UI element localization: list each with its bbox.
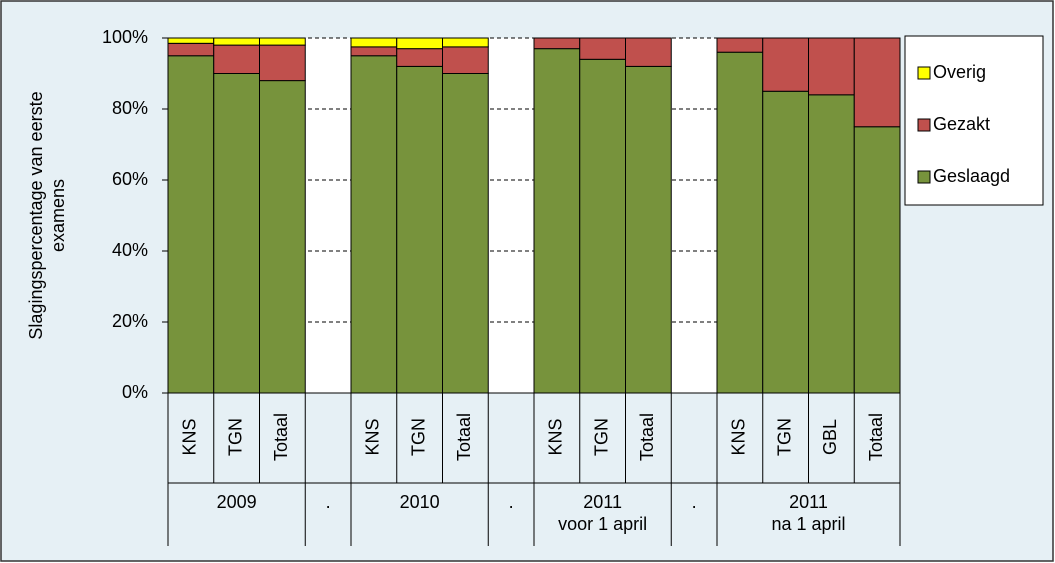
y-axis-title: Slagingspercentage van eerste examens (26, 91, 68, 339)
bar-segment (213, 37, 260, 46)
bar-segment (762, 90, 809, 394)
bar-segment (350, 37, 398, 48)
bar-segment (167, 42, 215, 57)
bar-segment (442, 37, 489, 48)
x-tick-label: TGN (774, 418, 794, 456)
group-label: 2011 (583, 492, 622, 512)
legend-swatch (917, 118, 931, 132)
bar-segment (259, 80, 306, 394)
bar-segment (716, 37, 764, 53)
x-tick-label: KNS (180, 418, 200, 455)
bar-segment (625, 37, 672, 67)
bar-segment (579, 37, 626, 60)
x-tick-label: Totaal (637, 413, 657, 461)
bar-segment (442, 73, 489, 394)
x-tick-label: KNS (729, 418, 749, 455)
bar-segment (259, 44, 306, 82)
legend-swatch (917, 66, 931, 80)
bar-segment (442, 46, 489, 74)
bar-segment (853, 37, 901, 128)
group-label: 2011 (789, 492, 828, 512)
bar-segment (853, 126, 901, 394)
y-tick-label: 100% (102, 27, 148, 47)
bar-segment (533, 37, 581, 50)
y-tick-label: 60% (112, 169, 148, 189)
bar-segment (213, 73, 260, 394)
group-label: . (509, 492, 514, 512)
x-tick-label: Totaal (454, 413, 474, 461)
bar-segment (350, 55, 398, 394)
bar-segment (716, 51, 764, 394)
group-label: na 1 april (771, 514, 845, 534)
bar-segment (808, 94, 855, 394)
legend-swatch (917, 170, 931, 184)
bar-segment (396, 65, 443, 394)
group-label: 2010 (400, 492, 440, 512)
legend-label: Gezakt (933, 114, 990, 134)
y-axis-title-line: Slagingspercentage van eerste (26, 91, 46, 339)
bar-segment (167, 55, 215, 394)
y-tick-label: 0% (122, 382, 148, 402)
group-label: . (326, 492, 331, 512)
x-tick-label: TGN (591, 418, 611, 456)
bar-segment (533, 48, 581, 394)
x-tick-label: Totaal (866, 413, 886, 461)
bar-segment (259, 37, 306, 46)
bar-segment (762, 37, 809, 92)
group-label: . (692, 492, 697, 512)
x-tick-label: Totaal (271, 413, 291, 461)
bar-segment (808, 37, 855, 96)
group-label: 2009 (217, 492, 257, 512)
bar-segment (396, 48, 443, 67)
y-tick-label: 20% (112, 311, 148, 331)
legend-label: Overig (933, 62, 986, 82)
group-label: voor 1 april (558, 514, 647, 534)
bar-segment (396, 37, 443, 50)
x-tick-label: TGN (225, 418, 245, 456)
bar-segment (625, 65, 672, 394)
bar-segment (167, 37, 215, 44)
y-axis-title-line: examens (48, 179, 68, 252)
x-tick-label: GBL (820, 419, 840, 455)
legend-label: Geslaagd (933, 166, 1010, 186)
y-tick-label: 80% (112, 98, 148, 118)
x-tick-label: TGN (408, 418, 428, 456)
y-tick-label: 40% (112, 240, 148, 260)
x-tick-label: KNS (546, 418, 566, 455)
bar-segment (579, 58, 626, 394)
bar-segment (213, 44, 260, 74)
bar-segment (350, 46, 398, 57)
x-tick-label: KNS (363, 418, 383, 455)
